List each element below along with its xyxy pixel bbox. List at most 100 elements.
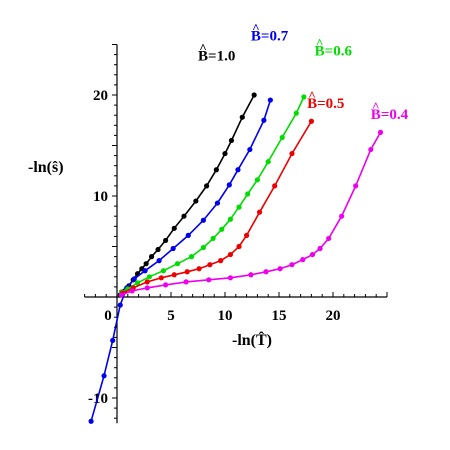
- data-point: [174, 261, 181, 267]
- hat-accent: ^: [308, 88, 316, 103]
- hat-accent: ^: [372, 99, 380, 114]
- data-point: [193, 198, 199, 204]
- data-point: [158, 275, 164, 281]
- data-point: [308, 118, 314, 124]
- data-point: [163, 237, 169, 244]
- data-point: [181, 213, 187, 219]
- data-point: [248, 272, 254, 278]
- data-point: [204, 183, 210, 189]
- data-point: [272, 183, 278, 189]
- data-point: [129, 288, 135, 294]
- data-point: [261, 117, 267, 123]
- data-point: [289, 262, 295, 268]
- series-line: [120, 96, 305, 293]
- series-line: [122, 120, 313, 294]
- data-point: [171, 225, 177, 231]
- data-point: [185, 232, 191, 238]
- data-point: [160, 268, 167, 274]
- hat-accent: ^: [199, 41, 207, 56]
- data-point: [309, 251, 316, 258]
- series-label-text: B=0.4: [371, 107, 409, 123]
- series-layer: [88, 92, 384, 424]
- series-4: [119, 118, 314, 296]
- data-point: [228, 137, 235, 144]
- data-point: [144, 285, 150, 291]
- data-point: [368, 146, 374, 153]
- data-point: [254, 177, 260, 183]
- data-point: [236, 243, 242, 250]
- data-point: [301, 94, 307, 100]
- data-point: [131, 276, 137, 282]
- data-point: [163, 282, 169, 288]
- data-point: [144, 279, 150, 285]
- series-label: B=0.6^: [315, 36, 353, 60]
- series-label-text: B=0.5: [307, 96, 344, 112]
- data-point: [277, 266, 283, 272]
- x-tick-label: 0: [104, 308, 112, 324]
- data-point: [293, 110, 299, 116]
- series-label: B=1.0^: [198, 41, 235, 65]
- series-label: B=0.4^: [371, 99, 409, 123]
- x-tick-label: 5: [167, 308, 175, 324]
- data-point: [183, 279, 189, 285]
- data-point: [339, 213, 345, 219]
- y-tick-label: 10: [93, 189, 108, 205]
- data-point: [317, 245, 323, 252]
- data-point: [226, 182, 232, 188]
- data-point: [110, 337, 116, 344]
- data-point: [196, 266, 202, 272]
- data-point: [188, 254, 195, 260]
- data-point: [265, 159, 271, 165]
- data-point: [235, 167, 241, 173]
- series-label-text: B=0.7: [251, 28, 289, 44]
- data-point: [210, 235, 216, 242]
- data-point: [134, 280, 141, 286]
- data-point: [353, 183, 359, 189]
- data-point: [289, 150, 295, 157]
- series-3: [118, 94, 307, 295]
- data-point: [88, 418, 94, 424]
- series-line: [90, 99, 272, 422]
- data-point: [170, 245, 176, 252]
- series-5: [118, 129, 384, 298]
- data-point: [206, 277, 212, 283]
- x-tick-label: 20: [326, 308, 341, 324]
- data-point: [251, 92, 257, 98]
- series-label-text: B=1.0: [198, 49, 235, 65]
- series-label-text: B=0.6: [315, 44, 353, 60]
- data-point: [267, 97, 273, 103]
- data-point: [213, 167, 219, 173]
- data-point: [118, 292, 124, 298]
- data-point: [326, 235, 332, 242]
- data-point: [239, 114, 245, 120]
- data-point: [155, 246, 161, 253]
- data-point: [143, 261, 149, 267]
- series-2: [88, 97, 273, 424]
- series-label: B=0.5^: [307, 88, 344, 112]
- data-point: [377, 129, 384, 135]
- data-point: [244, 232, 250, 238]
- series-line: [119, 94, 255, 296]
- data-point: [101, 373, 107, 379]
- data-point: [247, 146, 253, 153]
- data-point: [148, 254, 155, 260]
- series-1: [117, 92, 257, 298]
- y-axis-title: -ln(ŝ): [28, 159, 64, 176]
- data-point: [236, 204, 242, 210]
- data-point: [222, 150, 228, 157]
- y-tick-label: 20: [93, 88, 108, 104]
- x-tick-label: 15: [272, 308, 287, 324]
- data-point: [300, 257, 306, 263]
- data-point: [142, 268, 148, 274]
- data-point: [256, 209, 263, 215]
- data-point: [279, 134, 285, 141]
- data-point: [207, 262, 213, 268]
- x-axis-title: -ln(T̂): [232, 331, 272, 349]
- data-point: [227, 216, 233, 222]
- data-point: [227, 275, 233, 281]
- data-point: [184, 269, 190, 275]
- data-point: [214, 200, 221, 206]
- data-point: [171, 272, 177, 278]
